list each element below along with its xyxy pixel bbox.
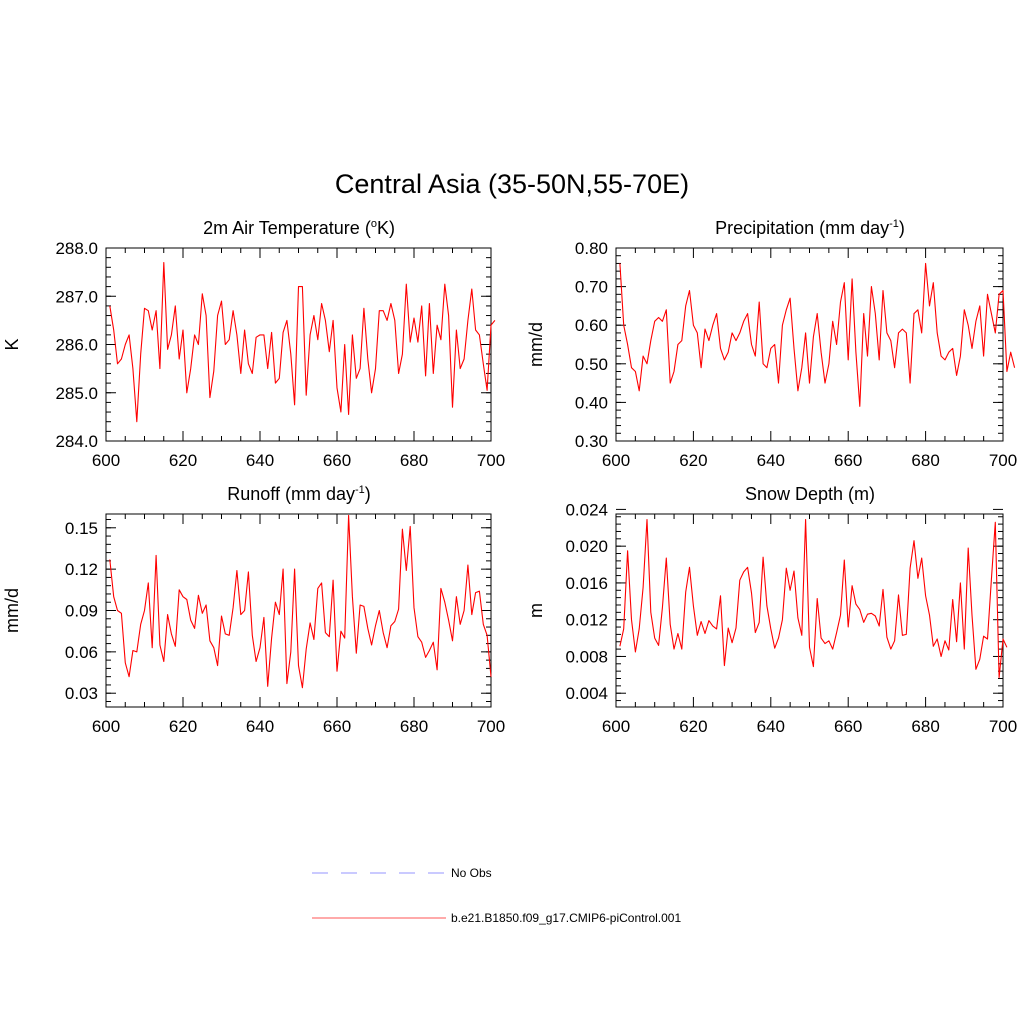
plot-frame-runoff bbox=[105, 513, 492, 708]
x-tick-label: 660 bbox=[834, 451, 862, 470]
series-line-snow-depth bbox=[619, 518, 1008, 679]
x-tick-label: 680 bbox=[400, 451, 428, 470]
y-tick-label: 0.80 bbox=[575, 239, 608, 258]
panel-title-snow-depth: Snow Depth (m) bbox=[745, 484, 875, 504]
y-tick-label: 0.60 bbox=[575, 316, 608, 335]
panel-title-precipitation: Precipitation (mm day-1) bbox=[715, 218, 905, 238]
x-tick-label: 640 bbox=[757, 717, 785, 736]
plot-area-air-temperature: 600 620 640 660 680 700 284.0 285.0 286.0 287.0 28… bbox=[2, 239, 505, 470]
x-tick-label: 620 bbox=[679, 451, 707, 470]
y-tick-label: 0.30 bbox=[575, 432, 608, 451]
y-axis-label-snow-depth: m bbox=[526, 603, 546, 618]
y-tick-label: 0.12 bbox=[65, 560, 98, 579]
x-tick-label: 620 bbox=[169, 451, 197, 470]
x-tick-label: 600 bbox=[92, 451, 120, 470]
x-tick-label: 660 bbox=[323, 451, 351, 470]
x-tick-label: 640 bbox=[246, 717, 274, 736]
x-tick-label: 660 bbox=[834, 717, 862, 736]
panel-runoff: Runoff (mm day-1) 600 620 640 660 680 700 0.03… bbox=[2, 484, 505, 736]
series-line-precipitation bbox=[619, 262, 1016, 407]
legend-label-no-obs: No Obs bbox=[451, 866, 492, 880]
y-tick-label: 0.09 bbox=[65, 602, 98, 621]
plot-frame-precipitation bbox=[615, 247, 1004, 442]
y-axis-label-air-temperature: K bbox=[2, 338, 22, 350]
x-tick-label: 680 bbox=[400, 717, 428, 736]
panel-title-runoff: Runoff (mm day-1) bbox=[227, 484, 371, 504]
y-tick-label: 0.50 bbox=[575, 355, 608, 374]
plot-frame-snow-depth bbox=[615, 513, 1004, 708]
plot-area-runoff: 600 620 640 660 680 700 0.03 0.06 0.09 0.12 0.15 mm… bbox=[2, 513, 505, 736]
x-tick-label: 640 bbox=[246, 451, 274, 470]
figure-title: Central Asia (35-50N,55-70E) bbox=[335, 169, 689, 199]
y-axis-label-runoff: mm/d bbox=[2, 588, 22, 633]
panel-snow-depth: Snow Depth (m) 600 620 640 660 680 700 0.004 0.… bbox=[526, 484, 1017, 736]
y-tick-label: 0.03 bbox=[65, 684, 98, 703]
x-tick-label: 700 bbox=[989, 451, 1017, 470]
x-tick-label: 700 bbox=[477, 451, 505, 470]
y-tick-label: 0.016 bbox=[565, 574, 608, 593]
y-tick-label: 0.004 bbox=[565, 684, 608, 703]
y-tick-label: 0.008 bbox=[565, 647, 608, 666]
panel-air-temperature: 2m Air Temperature (oK) 600 620 640 660 680 7… bbox=[2, 218, 505, 470]
y-tick-label: 284.0 bbox=[55, 432, 98, 451]
panel-precipitation: Precipitation (mm day-1) 600 620 640 660 680… bbox=[526, 218, 1017, 470]
x-tick-label: 600 bbox=[602, 451, 630, 470]
x-tick-label: 680 bbox=[911, 717, 939, 736]
plot-area-precipitation: 600 620 640 660 680 700 0.30 0.40 0.50 0.60 0.70 0.… bbox=[526, 239, 1017, 470]
y-axis-label-precipitation: mm/d bbox=[526, 322, 546, 367]
y-tick-label: 0.06 bbox=[65, 643, 98, 662]
y-tick-label: 286.0 bbox=[55, 336, 98, 355]
y-tick-label: 288.0 bbox=[55, 239, 98, 258]
x-tick-label: 640 bbox=[757, 451, 785, 470]
plot-area-snow-depth: 600 620 640 660 680 700 0.004 0.008 0.012 0.016 0.… bbox=[526, 500, 1017, 736]
y-tick-label: 287.0 bbox=[55, 287, 98, 306]
legend: No Obs b.e21.B1850.f09_g17.CMIP6-piContr… bbox=[312, 866, 681, 925]
legend-label-model: b.e21.B1850.f09_g17.CMIP6-piControl.001 bbox=[451, 911, 681, 925]
y-tick-label: 0.40 bbox=[575, 393, 608, 412]
series-line-runoff bbox=[109, 514, 492, 689]
x-tick-label: 660 bbox=[323, 717, 351, 736]
series-line-air-temperature bbox=[109, 261, 496, 423]
y-tick-label: 0.70 bbox=[575, 278, 608, 297]
x-tick-label: 620 bbox=[169, 717, 197, 736]
x-tick-label: 600 bbox=[602, 717, 630, 736]
x-tick-label: 620 bbox=[679, 717, 707, 736]
x-tick-label: 700 bbox=[477, 717, 505, 736]
y-tick-label: 0.024 bbox=[565, 500, 608, 519]
x-tick-label: 700 bbox=[989, 717, 1017, 736]
y-tick-label: 0.020 bbox=[565, 537, 608, 556]
y-tick-label: 0.15 bbox=[65, 519, 98, 538]
y-tick-label: 285.0 bbox=[55, 384, 98, 403]
x-tick-label: 600 bbox=[92, 717, 120, 736]
y-tick-label: 0.012 bbox=[565, 611, 608, 630]
x-tick-label: 680 bbox=[911, 451, 939, 470]
panel-title-air-temperature: 2m Air Temperature (oK) bbox=[203, 218, 395, 238]
